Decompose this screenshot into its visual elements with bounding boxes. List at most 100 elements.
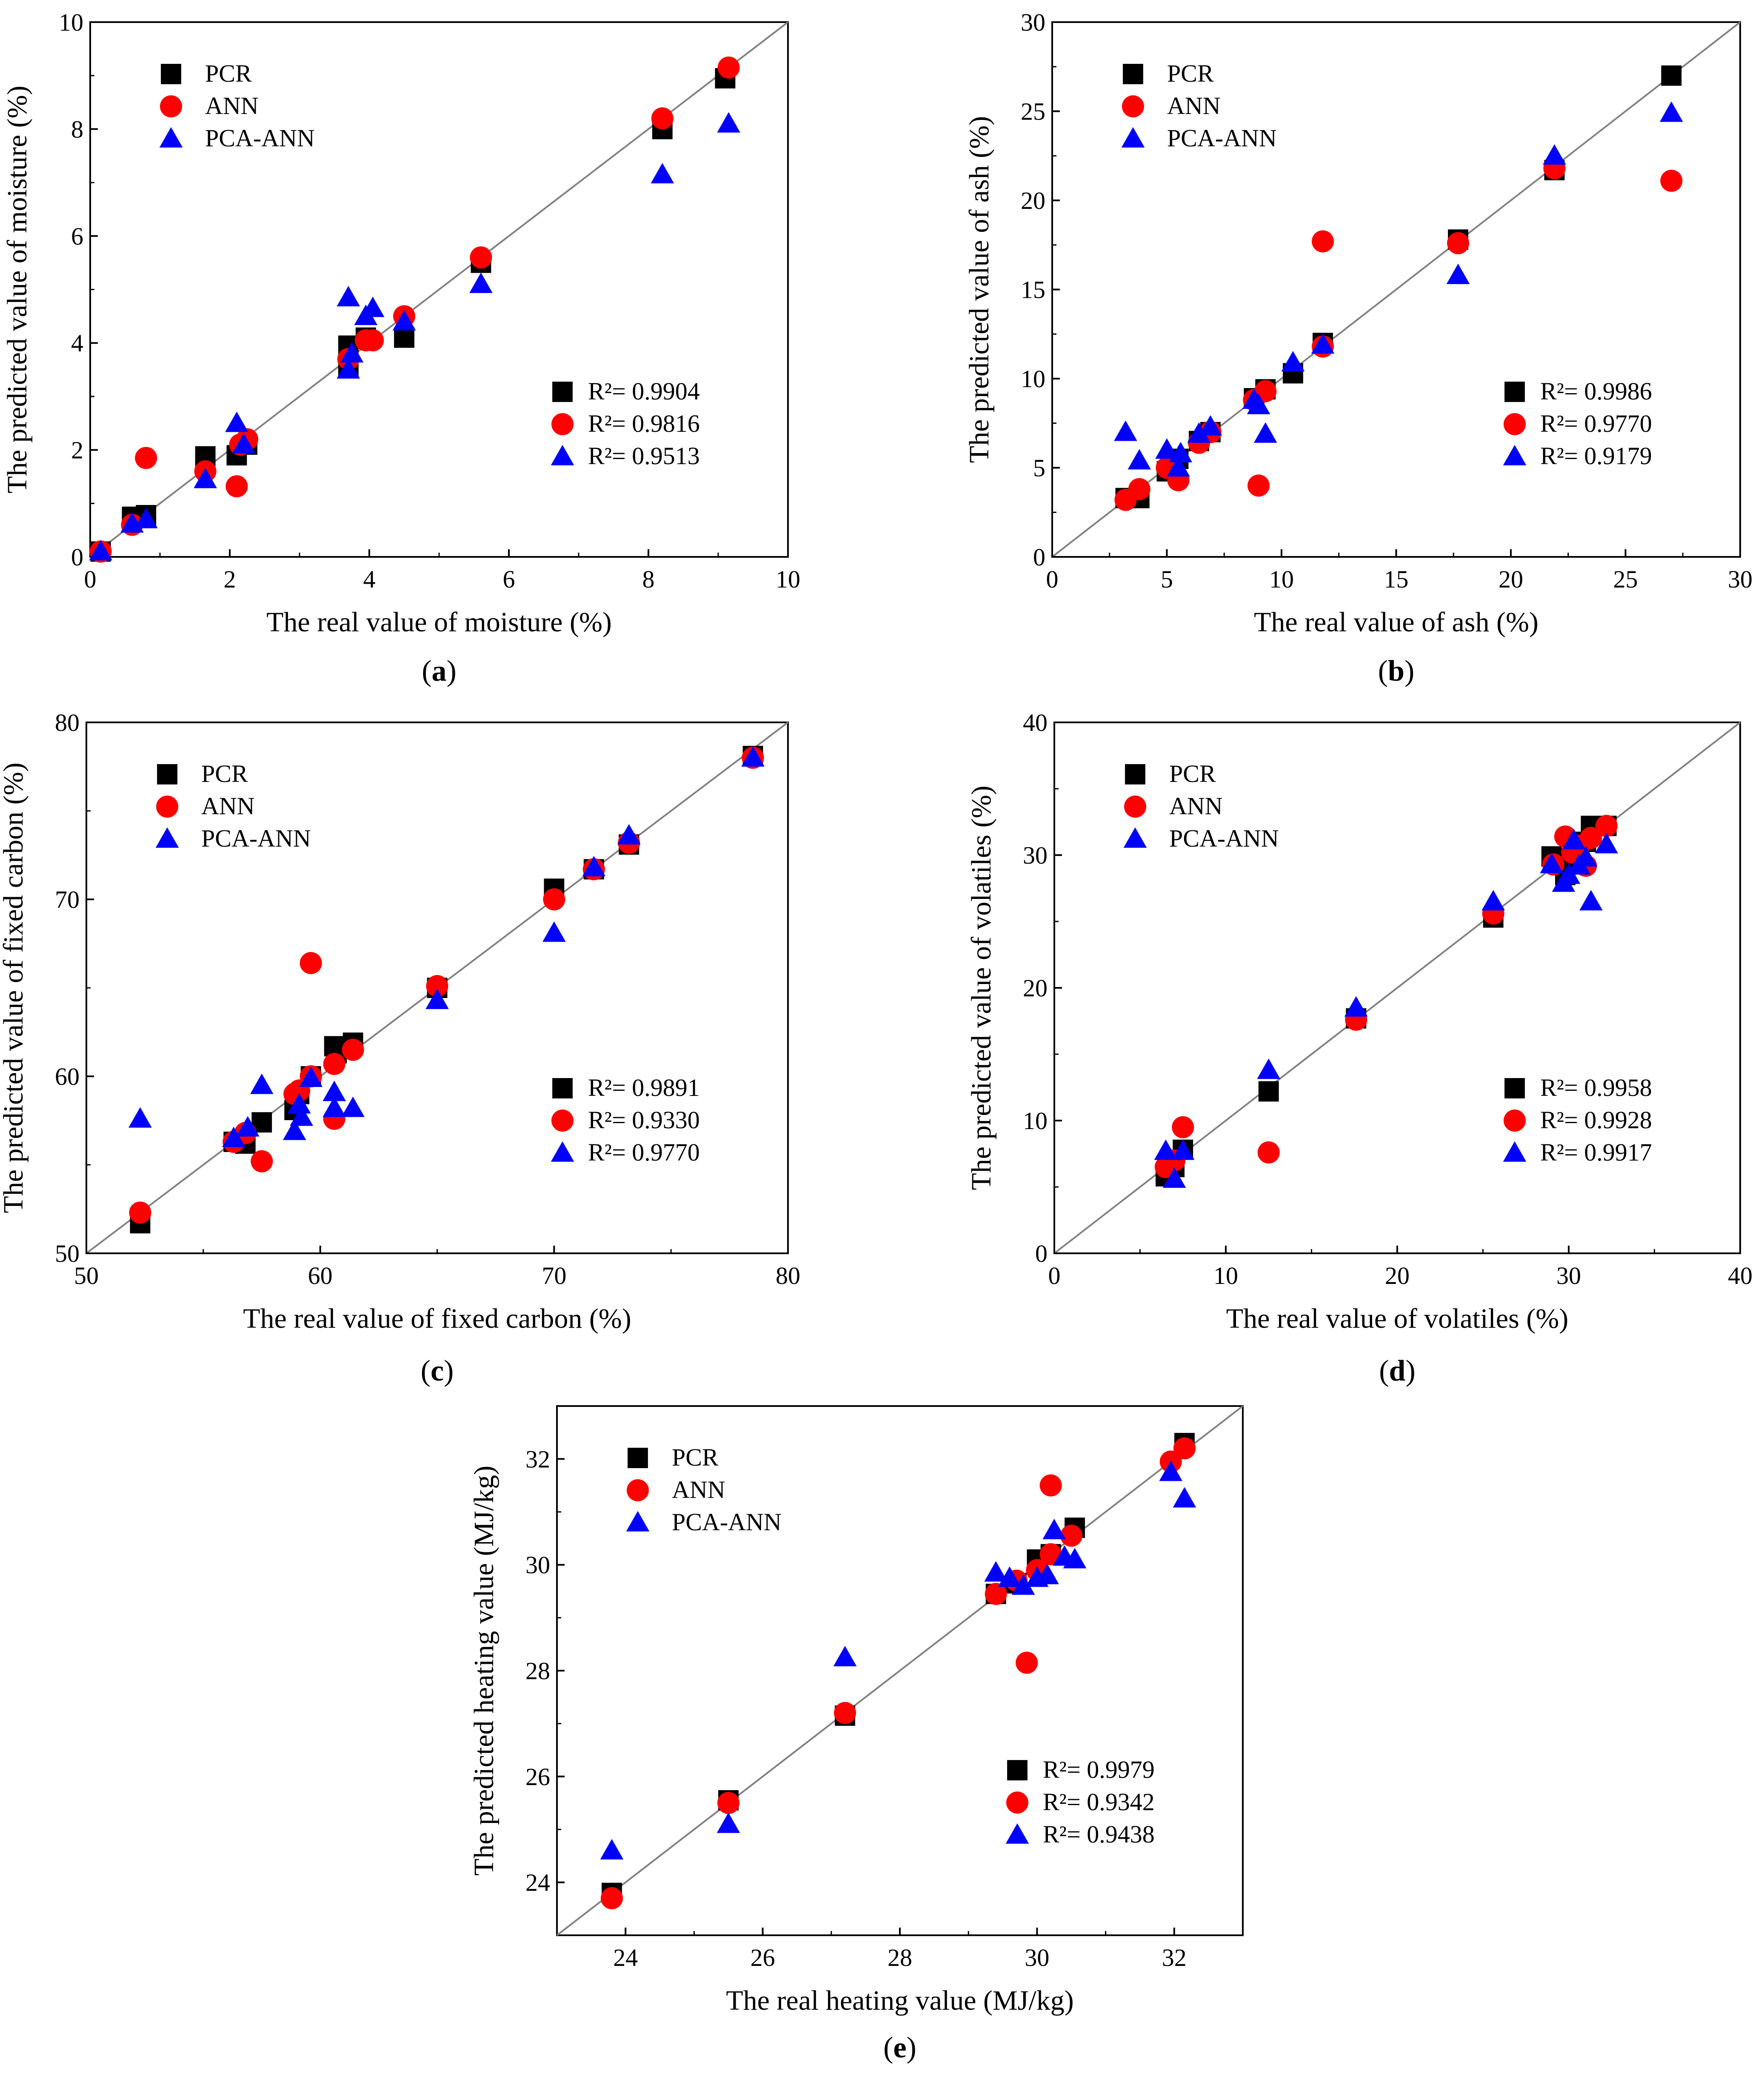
r2-marker-pca-ann (551, 445, 574, 465)
y-axis-label: The predicted value of moisture (%) (2, 86, 33, 493)
x-tick-label: 60 (308, 1262, 333, 1289)
data-point-pca-ann (617, 824, 641, 845)
r2-marker-pcr (552, 382, 573, 402)
data-point-pca-ann (225, 411, 248, 432)
r2-marker-ann (551, 1110, 574, 1132)
data-point-pca-ann (1660, 101, 1683, 122)
data-point-ann (362, 329, 384, 351)
y-tick-label: 15 (1021, 276, 1045, 304)
data-point-pca-ann (283, 1119, 306, 1140)
data-point-pcr (394, 327, 414, 348)
panel-caption: (e) (883, 2031, 916, 2064)
y-axis-label: The predicted heating value (MJ/kg) (468, 1466, 500, 1876)
r2-label-pcr: R²= 0.9979 (1043, 1756, 1155, 1783)
legend-marker-pcr (161, 64, 181, 84)
x-tick-label: 24 (613, 1944, 638, 1971)
data-point-ann (1660, 169, 1683, 192)
r2-label-pca-ann: R²= 0.9770 (588, 1138, 700, 1166)
data-point-ann (1580, 827, 1602, 849)
data-point-pca-ann (337, 358, 360, 379)
legend-marker-pcr (157, 764, 177, 784)
data-point-ann (1247, 474, 1270, 497)
data-point-ann (135, 447, 157, 469)
data-point-pca-ann (340, 342, 364, 363)
legend-label-pca-ann: PCA-ANN (1169, 824, 1279, 852)
data-point-pca-ann (323, 1096, 346, 1117)
x-tick-label: 28 (888, 1944, 912, 1971)
chart-panel-a: 0 2 4 6 8 10 0 2 4 6 8 10 The real value of moisture… (2, 9, 800, 687)
r2-label-ann: R²= 0.9342 (1043, 1788, 1155, 1816)
r2-marker-pca-ann (1503, 1141, 1527, 1162)
r2-marker-pcr (1504, 1078, 1525, 1098)
panel-caption: (c) (421, 1355, 454, 1387)
r2-marker-pcr (1007, 1760, 1028, 1780)
x-tick-label: 8 (642, 565, 655, 593)
data-point-ann (225, 475, 248, 498)
panel-caption: (a) (422, 655, 457, 687)
legend-label-ann: ANN (205, 92, 259, 120)
y-tick-label: 10 (1023, 1107, 1048, 1135)
r2-label-pca-ann: R²= 0.9513 (588, 442, 700, 470)
y-tick-label: 2 (71, 436, 83, 464)
legend-label-pca-ann: PCA-ANN (1167, 124, 1277, 152)
legend-label-pcr: PCR (672, 1443, 719, 1471)
legend-marker-pca-ann (1123, 827, 1147, 848)
data-point-pca-ann (741, 746, 765, 767)
legend-marker-ann (1122, 95, 1144, 117)
legend-label-pca-ann: PCA-ANN (205, 124, 315, 152)
data-point-pca-ann (341, 1096, 365, 1117)
data-point-ann (251, 1150, 273, 1172)
x-axis-label: The real value of ash (%) (1254, 607, 1539, 638)
y-tick-label: 24 (525, 1869, 550, 1897)
data-point-pca-ann (89, 540, 112, 561)
legend-label-pca-ann: PCA-ANN (201, 824, 311, 852)
data-point-pca-ann (232, 433, 256, 454)
data-point-ann (1128, 478, 1150, 500)
data-point-pca-ann (582, 856, 606, 876)
panel-caption: (b) (1378, 655, 1415, 687)
data-point-ann (323, 1053, 345, 1075)
x-tick-label: 2 (224, 565, 236, 593)
data-point-ann (834, 1702, 856, 1724)
y-tick-label: 0 (1033, 543, 1045, 571)
data-point-ann (300, 952, 322, 974)
panel-caption: (d) (1379, 1355, 1416, 1387)
x-tick-label: 5 (1161, 565, 1173, 593)
r2-marker-pca-ann (551, 1141, 574, 1162)
x-tick-label: 20 (1385, 1262, 1410, 1289)
data-point-pca-ann (290, 1105, 313, 1126)
data-point-pca-ann (1253, 422, 1277, 443)
legend-marker-pcr (628, 1448, 648, 1468)
r2-marker-pca-ann (1503, 445, 1527, 465)
data-point-pca-ann (287, 1093, 311, 1114)
chart-panel-d: 0 10 20 30 40 0 10 20 30 40 The real value of vola… (966, 709, 1753, 1387)
x-axis-label: The real value of volatiles (%) (1226, 1303, 1568, 1334)
r2-label-pcr: R²= 0.9986 (1540, 377, 1652, 405)
y-tick-label: 26 (525, 1763, 550, 1791)
series-pca-ann (1154, 829, 1618, 1188)
y-tick-label: 40 (1023, 709, 1048, 736)
legend-label-ann: ANN (1169, 792, 1223, 820)
y-axis-label: The predicted value of fixed carbon (%) (0, 762, 29, 1213)
r2-label-ann: R²= 0.9928 (1540, 1106, 1652, 1134)
data-point-pca-ann (1481, 890, 1505, 910)
legend-label-ann: ANN (201, 792, 255, 820)
x-tick-label: 26 (751, 1944, 775, 1971)
x-axis-label: The real value of fixed carbon (%) (243, 1303, 631, 1334)
legend-marker-pca-ann (626, 1511, 650, 1532)
data-point-pca-ann (1281, 351, 1305, 372)
data-point-ann (426, 975, 448, 997)
data-point-pca-ann (1171, 1139, 1195, 1160)
legend-label-pcr: PCR (1167, 60, 1214, 87)
data-point-pca-ann (833, 1646, 857, 1666)
data-point-pca-ann (1579, 890, 1603, 910)
legend-marker-pca-ann (1121, 127, 1145, 148)
x-tick-label: 10 (1213, 1262, 1238, 1289)
data-point-pca-ann (1257, 1058, 1281, 1079)
data-point-pca-ann (717, 112, 740, 133)
x-tick-label: 32 (1162, 1944, 1187, 1971)
legend-marker-pca-ann (159, 127, 183, 148)
data-point-ann (1039, 1474, 1062, 1497)
